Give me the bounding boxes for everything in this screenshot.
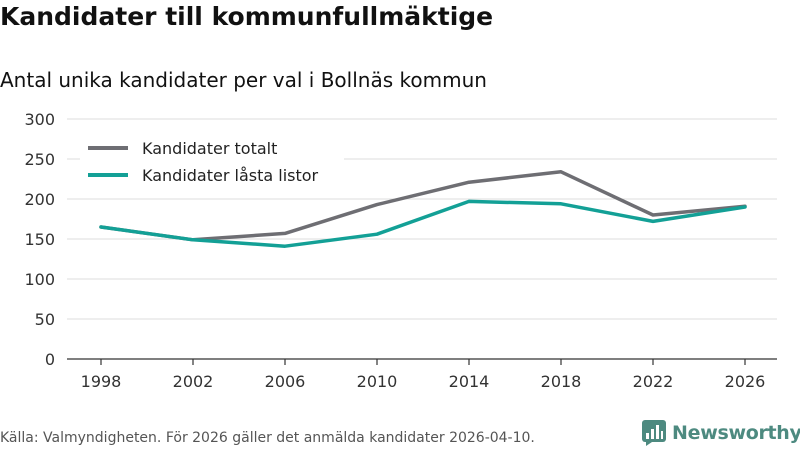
legend-label: Kandidater låsta listor: [142, 166, 319, 185]
y-tick-label: 100: [24, 270, 55, 289]
brand: Newsworthy: [642, 419, 800, 447]
y-tick-label: 0: [45, 350, 55, 369]
newsworthy-logo-icon: [642, 420, 666, 446]
legend: Kandidater totalt Kandidater låsta listor: [80, 129, 344, 189]
x-tick-label: 2006: [265, 372, 306, 391]
x-tick-label: 2010: [357, 372, 398, 391]
x-tick-label: 2002: [173, 372, 214, 391]
series-lines: [99, 170, 747, 248]
y-tick-label: 50: [35, 310, 55, 329]
x-tick-label: 2014: [449, 372, 490, 391]
legend-background: [80, 129, 344, 189]
x-tick-label: 2026: [725, 372, 766, 391]
y-tick-label: 250: [24, 150, 55, 169]
axes: 0 50 100 150 200 250 300 1998 2002 2006 2010 2014 20…: [24, 110, 777, 391]
y-tick-label: 300: [24, 110, 55, 129]
x-tick-label: 2018: [541, 372, 582, 391]
y-tick-label: 150: [24, 230, 55, 249]
brand-name: Newsworthy: [672, 422, 800, 444]
source-note: Källa: Valmyndigheten. För 2026 gäller d…: [0, 430, 535, 446]
x-tick-label: 1998: [81, 372, 122, 391]
legend-label: Kandidater totalt: [142, 139, 277, 158]
chart-subtitle: Antal unika kandidater per val i Bollnäs…: [0, 68, 487, 92]
chart-title: Kandidater till kommunfullmäktige: [0, 2, 494, 31]
y-tick-label: 200: [24, 190, 55, 209]
x-tick-label: 2022: [633, 372, 674, 391]
series-line-kandidater-lasta-listor: [99, 199, 747, 248]
series-line-kandidater-totalt: [99, 170, 747, 242]
